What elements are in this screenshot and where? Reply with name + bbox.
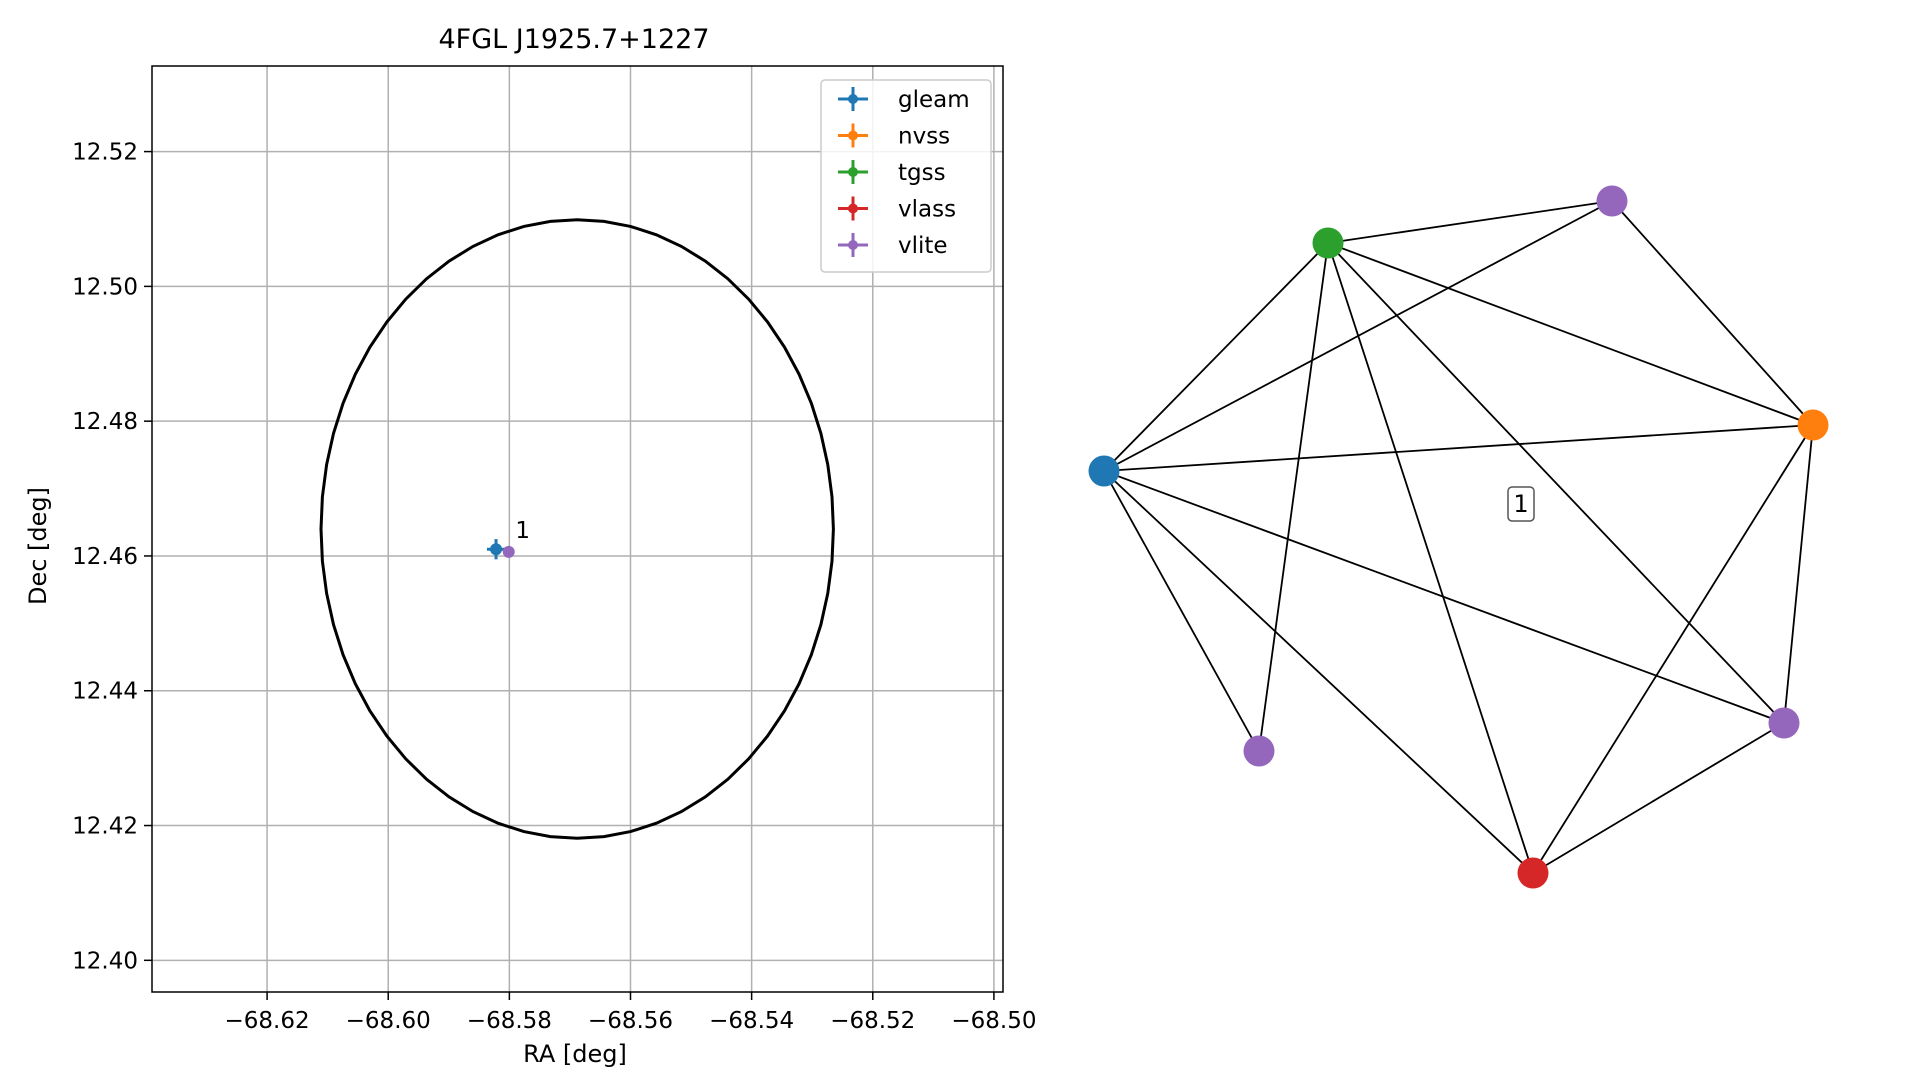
x-tick-label: −68.62 bbox=[225, 1008, 310, 1034]
graph-label-box bbox=[1507, 486, 1535, 522]
graph-edge bbox=[1103, 470, 1260, 752]
graph-edge bbox=[1327, 242, 1785, 724]
data-points: 1 bbox=[486, 518, 530, 560]
legend-label: gleam bbox=[898, 87, 970, 113]
x-tick-label: −68.56 bbox=[588, 1008, 673, 1034]
legend-label: vlite bbox=[898, 233, 948, 259]
x-tick-label: −68.52 bbox=[830, 1008, 915, 1034]
graph-edge bbox=[1103, 242, 1329, 472]
x-tick-label: −68.60 bbox=[346, 1008, 431, 1034]
y-tick-label: 12.42 bbox=[72, 814, 138, 840]
graph-label: 1 bbox=[1507, 486, 1535, 522]
y-tick-label: 12.46 bbox=[72, 544, 138, 570]
match-graph: 1 bbox=[1088, 185, 1829, 889]
plot-title: 4FGL J1925.7+1227 bbox=[438, 24, 709, 55]
x-axis-ticks: −68.62 −68.60 −68.58 −68.56 −68.54 −68.52 −68.… bbox=[225, 992, 1036, 1034]
graph-edge bbox=[1783, 424, 1814, 724]
y-tick-label: 12.44 bbox=[72, 679, 138, 705]
graph-edge bbox=[1103, 424, 1814, 472]
graph-edge bbox=[1532, 424, 1814, 874]
y-tick-label: 12.52 bbox=[72, 140, 138, 166]
y-tick-label: 12.50 bbox=[72, 274, 138, 300]
legend-label: tgss bbox=[898, 160, 946, 186]
graph-node-vlite bbox=[1596, 185, 1628, 217]
x-tick-label: −68.58 bbox=[467, 1008, 552, 1034]
point-vlite bbox=[502, 545, 515, 558]
axes-frame bbox=[151, 65, 1004, 993]
x-tick-label: −68.54 bbox=[709, 1008, 794, 1034]
legend-box bbox=[820, 79, 992, 273]
point-gleam bbox=[486, 539, 506, 560]
legend-label: vlass bbox=[898, 197, 956, 223]
localization-ellipse bbox=[319, 218, 835, 840]
graph-node-tgss bbox=[1312, 227, 1344, 259]
graph-node-vlass bbox=[1517, 857, 1549, 889]
graph-node-nvss bbox=[1797, 409, 1829, 441]
point-annotation: 1 bbox=[515, 518, 530, 544]
graph-node-vlite bbox=[1243, 735, 1275, 767]
y-axis-label: Dec [deg] bbox=[24, 487, 52, 605]
legend-label: nvss bbox=[898, 124, 950, 150]
x-axis-label: RA [deg] bbox=[523, 1040, 627, 1068]
graph-edge bbox=[1611, 200, 1814, 426]
graph-edge bbox=[1258, 242, 1329, 752]
graph-edge bbox=[1327, 200, 1613, 244]
graph-edge bbox=[1103, 470, 1534, 874]
legend-entry-tgss: tgss bbox=[838, 160, 946, 186]
y-tick-label: 12.40 bbox=[72, 948, 138, 974]
legend-entry-gleam: gleam bbox=[838, 87, 970, 113]
x-tick-label: −68.50 bbox=[951, 1008, 1036, 1034]
legend-entry-vlite: vlite bbox=[838, 233, 948, 259]
legend-entry-nvss: nvss bbox=[838, 123, 950, 150]
graph-node-gleam bbox=[1088, 455, 1120, 487]
y-tick-label: 12.48 bbox=[72, 409, 138, 435]
graph-label-text: 1 bbox=[1513, 490, 1528, 518]
graph-edge bbox=[1327, 242, 1814, 426]
y-axis-ticks: 12.40 12.42 12.44 12.46 12.48 12.50 12.52 bbox=[72, 140, 152, 974]
position-plot: 4FGL J1925.7+1227 1 −68.62 −68.60 −68.58 −6… bbox=[24, 24, 1036, 1068]
graph-edge bbox=[1327, 242, 1534, 874]
graph-node-vlite bbox=[1768, 707, 1800, 739]
legend-entry-vlass: vlass bbox=[838, 196, 956, 223]
graph-edges bbox=[1103, 200, 1814, 874]
graph-edge bbox=[1532, 722, 1785, 874]
legend: gleam nvss tgss vlass vlite bbox=[820, 79, 992, 273]
graph-nodes bbox=[1088, 185, 1829, 889]
